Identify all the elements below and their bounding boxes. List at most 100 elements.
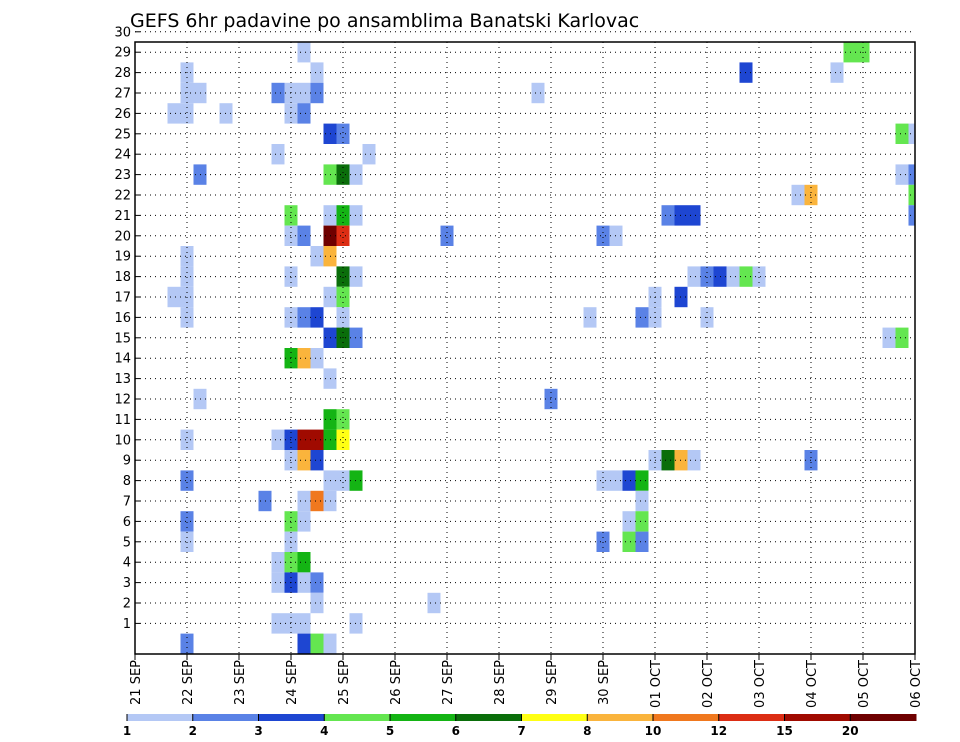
heatmap-cell bbox=[635, 307, 649, 328]
heatmap-cell bbox=[167, 286, 181, 308]
heatmap-cell bbox=[661, 450, 675, 471]
heatmap-cell bbox=[180, 531, 194, 552]
heatmap-cell bbox=[310, 348, 324, 369]
heatmap-cell bbox=[310, 82, 324, 104]
heatmap-cell bbox=[323, 633, 337, 654]
heatmap-cell bbox=[180, 266, 194, 287]
legend-label: 2 bbox=[189, 724, 197, 738]
y-tick-label: 28 bbox=[114, 66, 131, 81]
heatmap-cell bbox=[310, 572, 324, 593]
heatmap-cell bbox=[336, 205, 350, 226]
heatmap-cell bbox=[830, 62, 844, 83]
heatmap-cell bbox=[635, 490, 649, 512]
heatmap-cell bbox=[791, 184, 805, 206]
legend-label: 12 bbox=[710, 724, 727, 738]
heatmap-cell bbox=[336, 429, 350, 450]
legend-label: 20 bbox=[842, 724, 859, 738]
legend-label: 6 bbox=[452, 724, 460, 738]
heatmap-cell bbox=[596, 470, 610, 491]
heatmap-cell bbox=[297, 429, 311, 450]
heatmap-cell bbox=[271, 572, 285, 593]
heatmap-cell bbox=[635, 470, 649, 491]
y-tick-label: 26 bbox=[114, 107, 131, 122]
heatmap-cell bbox=[310, 450, 324, 471]
heatmap-cell bbox=[752, 266, 766, 287]
chart-title: GEFS 6hr padavine po ansamblima Banatski… bbox=[130, 10, 639, 32]
heatmap-cell bbox=[908, 123, 915, 144]
legend-swatch bbox=[258, 714, 325, 721]
x-tick-label: 04 OCT bbox=[805, 660, 820, 708]
heatmap-cell bbox=[271, 552, 285, 573]
x-tick-label: 03 OCT bbox=[753, 660, 768, 708]
y-tick-label: 27 bbox=[114, 87, 131, 102]
heatmap-cell bbox=[596, 225, 610, 246]
y-tick-label: 2 bbox=[123, 597, 131, 612]
heatmap-cell bbox=[908, 164, 915, 185]
heatmap-cell bbox=[908, 184, 915, 206]
legend-label: 5 bbox=[386, 724, 394, 738]
heatmap-cell bbox=[297, 348, 311, 369]
legend-label: 15 bbox=[776, 724, 793, 738]
x-tick-label: 05 OCT bbox=[857, 660, 872, 708]
heatmap-cell bbox=[167, 103, 181, 124]
heatmap-cell bbox=[622, 531, 636, 552]
x-tick-label: 27 SEP bbox=[441, 660, 456, 705]
heatmap-cell bbox=[336, 266, 350, 287]
y-tick-label: 17 bbox=[114, 291, 131, 306]
heatmap-cell bbox=[362, 144, 376, 165]
heatmap-cell bbox=[427, 592, 441, 614]
heatmap-cell bbox=[297, 490, 311, 512]
legend-label: 8 bbox=[583, 724, 591, 738]
heatmap-cell bbox=[297, 633, 311, 654]
legend-swatch bbox=[127, 714, 194, 721]
heatmap-cell bbox=[297, 225, 311, 246]
y-tick-label: 24 bbox=[114, 148, 131, 163]
heatmap-cell bbox=[297, 42, 311, 63]
x-tick-label: 26 SEP bbox=[389, 660, 404, 705]
x-tick-label: 06 OCT bbox=[909, 660, 924, 708]
y-tick-label: 8 bbox=[123, 474, 131, 489]
x-tick-label: 28 SEP bbox=[493, 660, 508, 705]
y-tick-label: 21 bbox=[114, 209, 131, 224]
y-tick-label: 20 bbox=[114, 229, 131, 244]
y-tick-label: 6 bbox=[123, 515, 131, 530]
heatmap-cell bbox=[271, 144, 285, 165]
heatmap-cell bbox=[635, 531, 649, 552]
heatmap-cell bbox=[622, 511, 636, 532]
legend-swatch bbox=[784, 714, 851, 721]
heatmap-cell bbox=[336, 225, 350, 246]
heatmap-cell bbox=[180, 633, 194, 654]
y-tick-label: 15 bbox=[114, 331, 131, 346]
y-tick-label: 25 bbox=[114, 127, 131, 142]
legend-label: 7 bbox=[517, 724, 525, 738]
legend-swatch bbox=[587, 714, 654, 721]
y-tick-label: 14 bbox=[114, 352, 131, 367]
y-tick-label: 23 bbox=[114, 168, 131, 183]
legend-swatch bbox=[521, 714, 588, 721]
x-tick-label: 21 SEP bbox=[129, 660, 144, 705]
heatmap-cell bbox=[687, 450, 701, 471]
x-tick-label: 01 OCT bbox=[649, 660, 664, 708]
y-tick-label: 11 bbox=[114, 413, 131, 428]
heatmap-cell bbox=[310, 307, 324, 328]
heatmap-cell bbox=[895, 327, 909, 348]
y-tick-label: 16 bbox=[114, 311, 131, 326]
legend-label: 4 bbox=[320, 724, 328, 738]
heatmap-cell bbox=[687, 205, 701, 226]
legend-label: 1 bbox=[123, 724, 131, 738]
legend-swatch bbox=[718, 714, 785, 721]
heatmap-cell bbox=[297, 450, 311, 471]
heatmap-cell bbox=[180, 470, 194, 491]
y-tick-label: 4 bbox=[123, 556, 131, 571]
heatmap-cell bbox=[180, 511, 194, 532]
x-tick-label: 30 SEP bbox=[597, 660, 612, 705]
heatmap-cells bbox=[167, 42, 915, 654]
heatmap-cell bbox=[687, 266, 701, 287]
heatmap-cell bbox=[310, 246, 324, 267]
heatmap-cell bbox=[908, 205, 915, 226]
heatmap-cell bbox=[310, 62, 324, 83]
x-tick-label: 02 OCT bbox=[701, 660, 716, 708]
heatmap-cell bbox=[271, 613, 285, 634]
heatmap-cell bbox=[297, 552, 311, 573]
